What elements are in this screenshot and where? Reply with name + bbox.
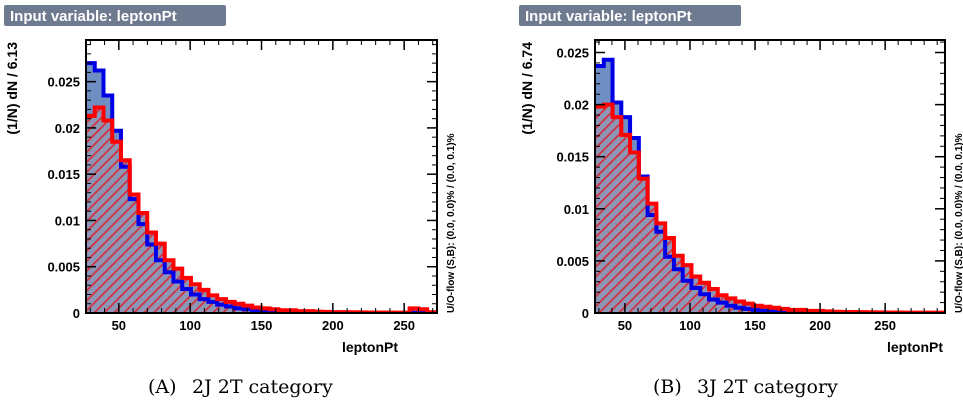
- chart-panel-b: Input variable: leptonPt 0 0.005 0.01 0.015…: [519, 5, 963, 398]
- y-tick-label: 0.01: [564, 202, 589, 217]
- x-tick-label: 250: [874, 318, 896, 333]
- x-tick-label: 150: [744, 318, 766, 333]
- x-tick-label: 200: [322, 318, 344, 333]
- y-axis-label: (1/N) dN / 6.74: [519, 42, 535, 135]
- x-tick-label: 50: [618, 318, 632, 333]
- x-tick-label: 200: [809, 318, 831, 333]
- chart-panel-a: Input variable: leptonPt 0 0.005 0.01 0.015…: [4, 5, 457, 398]
- y-tick-label: 0.005: [556, 254, 589, 269]
- y-tick-label: 0.025: [47, 75, 80, 90]
- title-tag: Input variable: leptonPt: [10, 8, 177, 25]
- y-axis-label: (1/N) dN / 6.13: [4, 42, 20, 135]
- caption-text: 3J 2T category: [697, 376, 838, 398]
- y-tick-label: 0.01: [55, 213, 80, 228]
- x-axis-label: leptonPt: [887, 339, 943, 355]
- y-tick-label: 0: [582, 306, 589, 321]
- y-tick-label: 0.015: [556, 150, 589, 165]
- plot-frame: [594, 39, 946, 314]
- y-tick-label: 0: [73, 306, 80, 321]
- x-tick-label: 50: [112, 318, 126, 333]
- caption-text: 2J 2T category: [192, 376, 333, 398]
- overflow-note: U/O-flow (S,B): (0.0, 0.0)% / (0.0, 0.1)…: [954, 133, 963, 313]
- y-tick-label: 0.005: [47, 260, 80, 275]
- y-tick-label: 0.02: [564, 98, 589, 113]
- caption-letter: (B): [653, 376, 682, 398]
- plot-area: 0 0.005 0.01 0.015 0.02 0.025 50 100 150 200 250: [556, 39, 946, 333]
- title-tag: Input variable: leptonPt: [525, 8, 692, 25]
- histograms: [595, 57, 945, 313]
- y-tick-label: 0.015: [47, 167, 80, 182]
- histograms: [86, 61, 436, 313]
- y-tick-label: 0.025: [556, 46, 589, 61]
- plot-area: 0 0.005 0.01 0.015 0.02 0.025 50 100 150 200 250: [47, 39, 438, 333]
- x-tick-label: 100: [679, 318, 701, 333]
- x-tick-label: 150: [251, 318, 273, 333]
- caption-letter: (A): [148, 376, 177, 398]
- title-tag-bg: [4, 5, 226, 26]
- x-tick-label: 250: [393, 318, 415, 333]
- overflow-note: U/O-flow (S,B): (0.0, 0.0)% / (0.0, 0.1)…: [446, 133, 457, 313]
- title-tag-bg: [519, 5, 741, 26]
- x-tick-label: 100: [179, 318, 201, 333]
- y-tick-label: 0.02: [55, 121, 80, 136]
- x-axis-label: leptonPt: [342, 339, 398, 355]
